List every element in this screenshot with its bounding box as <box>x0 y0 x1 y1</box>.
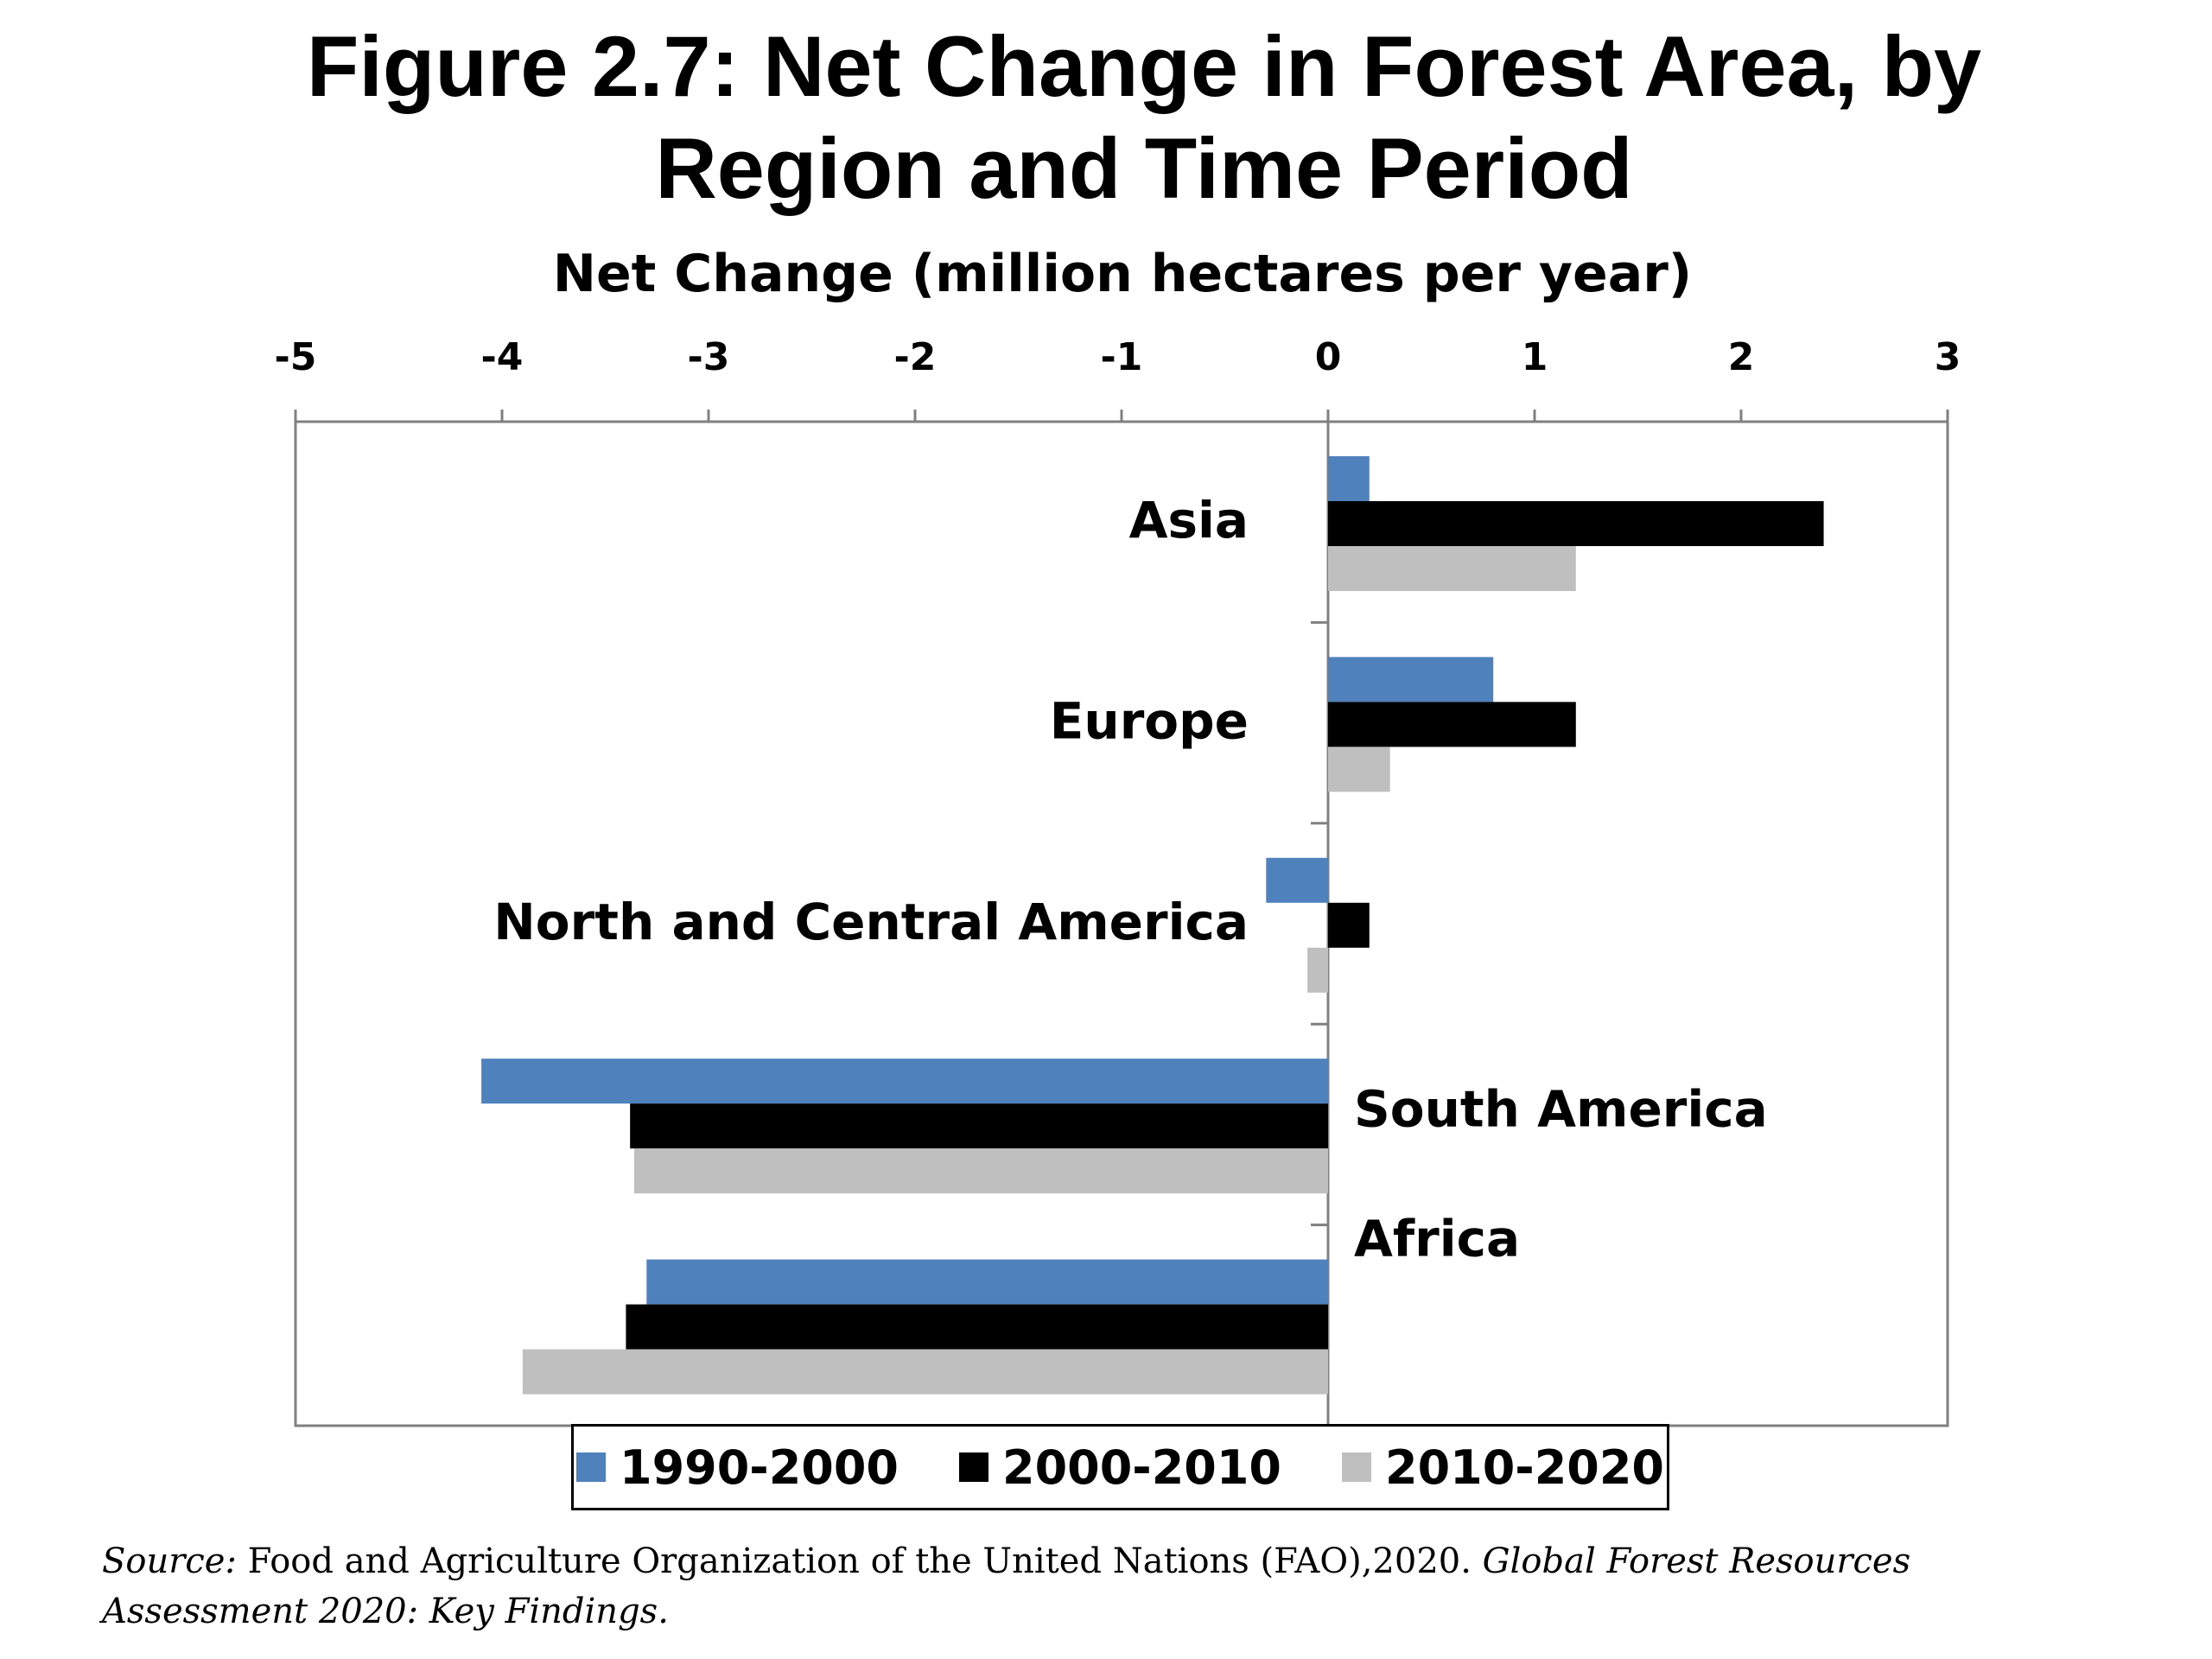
x-tick-label: 3 <box>1935 335 1961 379</box>
x-tick-label: -4 <box>481 335 524 379</box>
legend-item: 2010-2020 <box>1342 1440 1664 1495</box>
legend: 1990-2000 2000-2010 2010-2020 <box>571 1424 1669 1510</box>
legend-item: 2000-2010 <box>959 1440 1281 1495</box>
x-axis-title: Net Change (million hectares per year) <box>552 244 1693 304</box>
x-tick-label: -5 <box>275 335 317 379</box>
x-tick-label: 1 <box>1522 335 1548 379</box>
source-note: Source: Food and Agriculture Organizatio… <box>102 1536 2124 1637</box>
bar <box>1328 747 1390 792</box>
source-prefix: Source: <box>102 1541 237 1581</box>
bar <box>481 1058 1328 1104</box>
bar <box>1328 657 1494 702</box>
bar <box>1328 702 1576 747</box>
chart-title-line-1: Figure 2.7: Net Change in Forest Area, b… <box>306 18 1982 114</box>
source-publication: Global Forest Resources Assessment 2020:… <box>102 1541 1911 1631</box>
chart-title: Figure 2.7: Net Change in Forest Area, b… <box>0 16 2212 219</box>
category-label: Europe <box>1050 692 1249 751</box>
bar <box>1307 947 1328 993</box>
legend-label: 2000-2010 <box>1002 1440 1281 1495</box>
category-labels: Asia Europe North and Central America South… <box>493 491 1768 1268</box>
x-tick-label: 2 <box>1728 335 1755 379</box>
bar <box>1328 501 1824 546</box>
x-tick-label: -2 <box>894 335 937 379</box>
legend-swatch <box>1342 1452 1371 1482</box>
x-tick-label: -3 <box>688 335 730 379</box>
bar <box>1328 546 1576 591</box>
category-label: Africa <box>1354 1210 1520 1268</box>
bar <box>626 1304 1328 1350</box>
bar <box>522 1349 1328 1395</box>
bar <box>1328 456 1370 501</box>
legend-item: 1990-2000 <box>576 1440 899 1495</box>
category-label: Asia <box>1129 491 1249 550</box>
legend-swatch <box>576 1452 606 1482</box>
legend-label: 2010-2020 <box>1385 1440 1664 1495</box>
x-tick-label: 0 <box>1315 335 1342 379</box>
bar <box>1328 902 1370 948</box>
category-label: South America <box>1354 1079 1768 1138</box>
x-tick-label: -1 <box>1101 335 1143 379</box>
legend-label: 1990-2000 <box>620 1440 899 1495</box>
chart-title-line-2: Region and Time Period <box>655 120 1633 216</box>
source-text: Food and Agriculture Organization of the… <box>236 1541 1483 1581</box>
category-label: North and Central America <box>493 893 1249 951</box>
bar <box>1266 857 1328 903</box>
legend-swatch <box>959 1452 988 1482</box>
bar <box>646 1259 1328 1305</box>
bar <box>633 1148 1328 1194</box>
bar-series <box>481 456 1824 1395</box>
bar <box>630 1103 1328 1149</box>
